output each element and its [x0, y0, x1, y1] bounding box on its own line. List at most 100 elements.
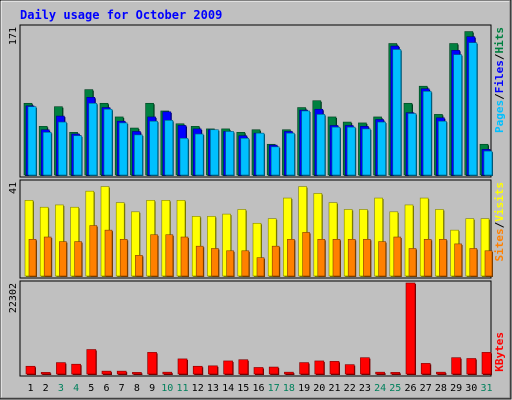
visits-sites-bar-day-27: [423, 239, 433, 277]
visits-sites-bar-day-25: [393, 236, 402, 277]
day-label-24: 24: [374, 383, 386, 394]
hits-pages-bar-day-18: [286, 132, 296, 176]
hits-pages-bar-day-2: [42, 132, 53, 176]
legend-kbytes: KBytes: [493, 332, 506, 372]
visits-sites-bar-day-8: [135, 255, 144, 277]
visits-sites-bar-day-24: [378, 241, 387, 277]
day-label-27: 27: [420, 383, 432, 394]
kbytes-kbytes-bar-day-7: [116, 370, 128, 375]
hits-pages-bar-day-24: [377, 121, 387, 176]
hits-pages-bar-day-26: [407, 113, 417, 176]
day-label-25: 25: [389, 383, 401, 394]
legend-sites: Sites: [493, 228, 506, 261]
bar-marks: [23, 31, 493, 375]
hits-pages-bar-day-10: [164, 120, 174, 176]
hits-pages-bar-day-4: [73, 135, 83, 176]
day-label-11: 11: [176, 383, 188, 394]
hits-pages-bar-day-27: [422, 91, 433, 176]
ymax-label-visits: 41: [8, 182, 19, 194]
hits-pages-bar-day-22: [346, 126, 357, 176]
visits-sites-bar-day-1: [28, 239, 37, 277]
day-label-12: 12: [192, 383, 204, 394]
ymax-label-hits: 171: [8, 27, 19, 45]
visits-sites-bar-day-23: [363, 239, 372, 277]
hits-pages-bar-day-31: [483, 150, 493, 176]
day-label-17: 17: [268, 383, 280, 394]
kbytes-kbytes-bar-day-25: [390, 372, 401, 375]
visits-sites-bar-day-13: [211, 248, 220, 277]
visits-sites-bar-day-12: [195, 245, 205, 277]
legend-hits-files-pages: Pages/Files/Hits: [493, 27, 506, 133]
day-label-9: 9: [149, 383, 155, 394]
hits-pages-bar-day-21: [331, 126, 341, 176]
visits-sites-bar-day-31: [484, 250, 493, 277]
visits-sites-bar-day-18: [287, 239, 296, 277]
legend-visits-sites: Sites/Visits: [493, 182, 506, 262]
kbytes-kbytes-bar-day-17: [268, 366, 280, 375]
legend-files: Files: [493, 60, 506, 93]
visits-sites-bar-day-2: [43, 236, 53, 277]
kbytes-kbytes-bar-day-8: [132, 372, 143, 375]
legend-separator: /: [493, 53, 506, 60]
hits-pages-bar-day-13: [210, 129, 220, 176]
day-label-31: 31: [480, 383, 492, 394]
chart-title: Daily usage for October 2009: [20, 8, 222, 22]
day-label-3: 3: [58, 383, 64, 394]
day-label-7: 7: [119, 383, 125, 394]
visits-sites-bar-day-29: [454, 243, 463, 277]
hits-pages-bar-day-17: [270, 146, 281, 176]
hits-pages-bar-day-7: [118, 122, 129, 176]
kbytes-kbytes-bar-day-16: [253, 367, 264, 375]
hits-pages-bar-day-14: [225, 131, 235, 176]
hits-pages-bar-day-19: [301, 110, 311, 176]
hits-pages-bar-day-3: [58, 121, 68, 176]
day-label-30: 30: [465, 383, 477, 394]
kbytes-kbytes-bar-day-2: [40, 372, 52, 375]
legend-visits: Visits: [493, 182, 506, 222]
day-label-18: 18: [283, 383, 295, 394]
day-label-22: 22: [344, 383, 356, 394]
legend-hits: Hits: [493, 27, 506, 54]
legend-separator: /: [493, 221, 506, 228]
day-label-21: 21: [328, 383, 340, 394]
visits-sites-bar-day-19: [302, 232, 311, 277]
legend-kbytes: KBytes: [493, 332, 506, 372]
visits-sites-bar-day-6: [104, 229, 113, 277]
day-label-26: 26: [404, 383, 416, 394]
kbytes-kbytes-bar-day-4: [71, 363, 82, 375]
visits-sites-bar-day-14: [226, 250, 235, 277]
visits-sites-bar-day-11: [180, 236, 189, 277]
kbytes-kbytes-bar-day-12: [192, 365, 204, 375]
visits-sites-bar-day-4: [74, 241, 83, 277]
day-label-6: 6: [103, 383, 109, 394]
kbytes-kbytes-bar-day-29: [451, 357, 462, 375]
day-label-29: 29: [450, 383, 462, 394]
day-label-2: 2: [43, 383, 49, 394]
hits-pages-bar-day-8: [134, 134, 144, 176]
day-label-4: 4: [73, 383, 79, 394]
ymax-label-kbytes: 22302: [8, 283, 19, 313]
day-label-8: 8: [134, 383, 140, 394]
visits-sites-bar-day-22: [347, 239, 357, 277]
visits-sites-bar-day-21: [332, 239, 341, 277]
kbytes-kbytes-bar-day-1: [25, 365, 36, 375]
kbytes-kbytes-bar-day-3: [56, 362, 67, 375]
hits-pages-bar-day-15: [240, 137, 250, 176]
day-label-16: 16: [252, 383, 264, 394]
kbytes-kbytes-bar-day-15: [238, 359, 249, 375]
hits-pages-bar-day-29: [453, 54, 463, 176]
visits-sites-bar-day-20: [317, 239, 326, 277]
visits-sites-bar-day-15: [241, 250, 250, 277]
visits-sites-bar-day-3: [59, 241, 68, 277]
hits-pages-bar-day-25: [392, 49, 402, 176]
legend-separator: /: [493, 93, 506, 100]
hits-pages-bar-day-16: [255, 132, 265, 176]
visits-sites-bar-day-5: [89, 225, 98, 277]
day-label-5: 5: [88, 383, 94, 394]
kbytes-kbytes-bar-day-28: [436, 371, 447, 375]
hits-pages-bar-day-6: [103, 108, 113, 176]
visits-sites-bar-day-9: [150, 234, 159, 277]
hits-pages-bar-day-12: [194, 133, 205, 176]
day-label-23: 23: [359, 383, 371, 394]
